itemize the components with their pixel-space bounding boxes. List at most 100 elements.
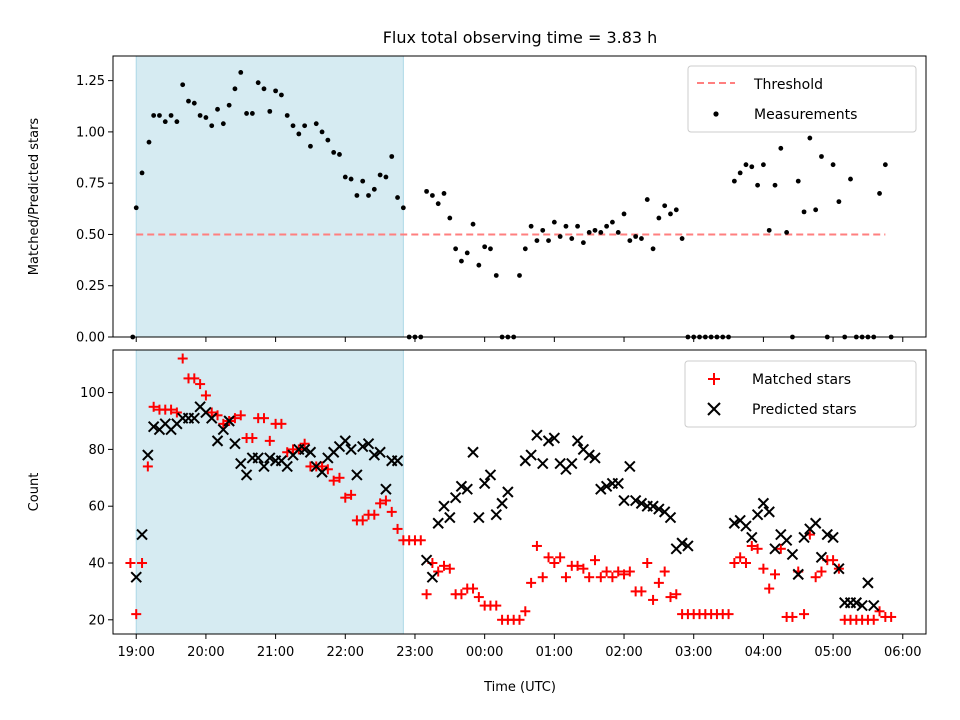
y-tick-label: 20 (88, 613, 105, 628)
x-tick-label: 06:00 (884, 645, 921, 660)
bottom-observing-span (135, 349, 404, 635)
matched-point (195, 379, 206, 390)
measurement-point (528, 223, 534, 229)
x-tick-label: 19:00 (117, 645, 154, 660)
predicted-point (600, 480, 613, 493)
measurement-point (488, 246, 493, 252)
measurement-point (813, 207, 819, 213)
measurement-point (476, 262, 482, 268)
matched-point (514, 614, 525, 625)
matched-point (752, 543, 763, 554)
measurement-point (737, 170, 743, 176)
matched-point (177, 353, 188, 364)
matched-point (578, 563, 589, 574)
predicted-point (833, 562, 845, 575)
top-axes-frame (112, 55, 927, 338)
predicted-point (653, 503, 665, 515)
matched-point (380, 495, 391, 506)
measurement-point (586, 229, 592, 235)
measurement-point (534, 238, 540, 243)
measurement-point (400, 205, 406, 211)
measurement-point (598, 229, 604, 235)
y-tick-label: 0.25 (76, 279, 105, 294)
measurement-point (743, 162, 749, 168)
measurement-point (191, 100, 197, 106)
predicted-point (856, 599, 868, 612)
measurement-point (766, 227, 772, 233)
measurement-point (882, 162, 888, 168)
predicted-point (444, 511, 456, 524)
predicted-point (740, 520, 752, 532)
y-tick-label: 0.00 (76, 331, 105, 346)
matched-point (473, 592, 484, 603)
matched-point (526, 577, 537, 588)
predicted-point (786, 548, 799, 561)
predicted-point (258, 460, 270, 473)
matched-point (740, 558, 751, 568)
predicted-point (240, 469, 253, 481)
predicted-point (595, 483, 607, 495)
measurement-point (133, 205, 139, 211)
predicted-point (223, 415, 235, 427)
matched-point (200, 390, 211, 401)
legend-measurements-label: Measurements (754, 107, 857, 123)
measurement-point (679, 236, 685, 241)
bottom-x-ticks: 19:00 20:00 21:00 22:00 23:00 00:00 01:00 02:00… (117, 634, 922, 660)
predicted-point (815, 551, 828, 564)
predicted-point (211, 435, 224, 447)
measurement-point (174, 119, 180, 125)
matched-point (874, 606, 885, 617)
matched-point (659, 566, 670, 577)
measurement-point (226, 102, 232, 108)
measurement-point (540, 227, 546, 233)
predicted-point (769, 543, 781, 555)
predicted-point (618, 494, 630, 507)
measurement-point (610, 219, 615, 225)
legend-matched-label: Matched stars (752, 372, 851, 388)
predicted-point (380, 483, 392, 495)
predicted-point (298, 443, 311, 456)
predicted-point (629, 494, 642, 507)
matched-point (671, 589, 682, 600)
matched-point (665, 592, 676, 603)
measurement-point (551, 219, 557, 225)
predicted-point (235, 457, 247, 470)
measurement-point (139, 170, 145, 176)
matched-point (125, 558, 136, 568)
measurement-point (197, 113, 203, 118)
measurement-point (348, 176, 354, 182)
predicted-point (130, 571, 142, 583)
measurement-point (371, 186, 377, 192)
y-tick-label: 60 (88, 500, 105, 515)
measurement-point (447, 215, 453, 221)
measurement-point (522, 246, 528, 252)
measurement-point (209, 123, 215, 129)
matched-point (357, 515, 368, 526)
matched-point (468, 583, 479, 594)
matched-point (729, 558, 740, 568)
bottom-legend: Matched stars Predicted stars (684, 360, 917, 428)
matched-point (166, 404, 177, 415)
measurement-point (836, 199, 842, 205)
measurement-point (731, 178, 737, 184)
measurement-point (203, 115, 209, 120)
predicted-point (676, 537, 688, 549)
measurement-point (337, 152, 342, 157)
top-legend-box (687, 65, 917, 133)
matched-point (520, 606, 531, 617)
matched-point (444, 563, 455, 574)
matched-point (340, 492, 351, 503)
predicted-point (345, 443, 357, 456)
matched-point (142, 461, 153, 472)
predicted-point (368, 449, 381, 461)
predicted-point (792, 568, 804, 581)
measurement-point (755, 182, 760, 188)
measurement-point (470, 221, 476, 227)
measurement-point (627, 238, 633, 243)
top-y-axis-label: Matched/Predicted stars (27, 118, 42, 276)
measurement-point (290, 123, 296, 129)
matched-point (653, 577, 664, 588)
predicted-point (142, 449, 154, 461)
measurement-point (313, 121, 319, 127)
